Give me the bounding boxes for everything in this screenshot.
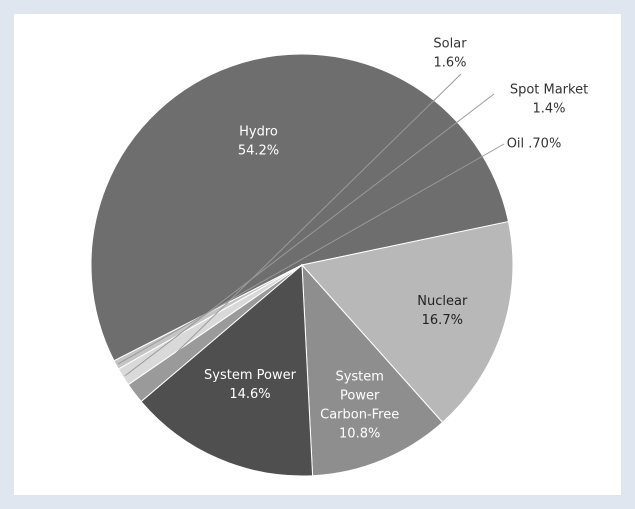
label-nuclear-value: 16.7% <box>422 313 463 328</box>
leader-oil <box>117 143 505 365</box>
slice-system-power-carbon-free <box>301 263 444 477</box>
label-hydro-value: 54.2% <box>238 144 279 159</box>
label-hydro-name: Hydro <box>239 125 278 140</box>
label-solar-name: Solar <box>433 37 467 52</box>
label-system-power-carbon-free-name: System <box>335 370 383 385</box>
slice-nuclear <box>301 220 514 424</box>
leader-solar <box>135 73 462 393</box>
label-system-power-value: 14.6% <box>229 387 270 402</box>
label-spot-market-name: Spot Market <box>510 83 588 98</box>
leader-lines <box>117 73 505 393</box>
leader-spot-market <box>124 93 495 377</box>
label-nuclear-name: Nuclear <box>417 294 468 309</box>
pie-slices <box>90 53 514 477</box>
slice-oil <box>113 264 303 370</box>
label-oil: Oil .70% <box>507 137 562 152</box>
slice-hydro <box>90 53 510 362</box>
label-system-power-carbon-free-value: 10.8% <box>339 427 380 442</box>
slice-labels: Hydro 54.2% Nuclear 16.7% System Power Carbon-… <box>204 37 588 442</box>
label-system-power-name: System Power <box>204 368 297 383</box>
label-spot-market-value: 1.4% <box>532 102 565 117</box>
label-system-power-carbon-free-name: Power <box>340 389 380 404</box>
label-system-power-carbon-free-name: Carbon-Free <box>320 408 399 423</box>
pie-chart: Hydro 54.2% Nuclear 16.7% System Power Carbon-… <box>90 37 588 477</box>
chart-panel: Hydro 54.2% Nuclear 16.7% System Power Carbon-… <box>14 14 621 495</box>
slice-system-power <box>140 263 314 477</box>
label-solar-value: 1.6% <box>433 56 466 71</box>
